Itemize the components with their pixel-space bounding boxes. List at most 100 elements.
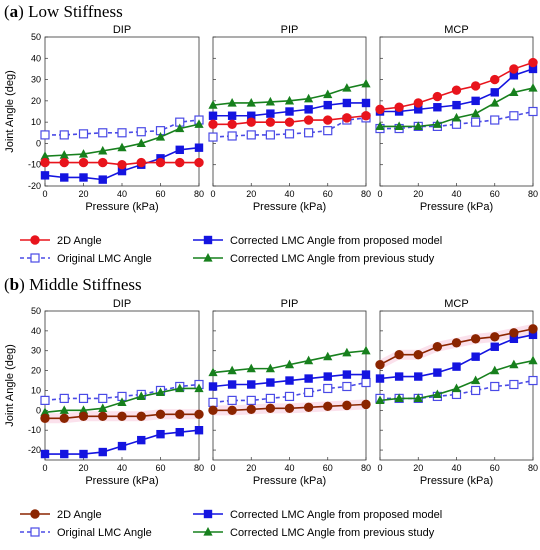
data-point: [194, 409, 204, 420]
data-point: [98, 411, 108, 421]
data-point: [194, 157, 204, 168]
series-line: [380, 379, 534, 400]
data-point: [227, 380, 237, 389]
data-point: [265, 403, 276, 414]
x-tick-label: 80: [194, 463, 204, 473]
x-tick-label: 60: [490, 189, 500, 199]
x-tick-label: 0: [210, 463, 215, 473]
data-point: [471, 385, 481, 396]
data-point: [433, 368, 442, 377]
legend-label: 2D Angle: [57, 509, 102, 521]
data-point: [471, 352, 480, 361]
data-point: [509, 379, 519, 390]
data-point: [265, 130, 275, 140]
data-point: [490, 332, 500, 342]
data-point: [227, 405, 237, 416]
data-point: [246, 363, 256, 373]
data-point: [265, 363, 275, 373]
data-point: [98, 403, 108, 412]
x-axis-label: Pressure (kPa): [85, 475, 158, 487]
data-point: [40, 157, 50, 168]
series-corrected-lmc-angle-from-proposed-model: [375, 330, 538, 383]
x-tick-label: 40: [117, 463, 127, 473]
y-tick-label: -20: [28, 181, 41, 191]
data-point: [471, 117, 481, 127]
data-point: [361, 377, 371, 388]
data-point: [136, 138, 146, 148]
data-point: [78, 129, 89, 139]
x-axis-label: Pressure (kPa): [420, 201, 493, 213]
data-point: [414, 105, 423, 114]
data-point: [413, 121, 423, 130]
x-tick-label: 60: [490, 463, 500, 473]
panel-title: MCP: [444, 298, 468, 310]
data-point: [78, 411, 89, 421]
data-point: [413, 393, 423, 403]
data-point: [59, 393, 69, 404]
chart-a-dip: DIP -20 -10 0 10 20 30 40 50 0 20 40 60 80 Pressure (k…: [4, 21, 204, 213]
data-point: [246, 97, 256, 107]
data-point: [227, 395, 237, 405]
data-point: [490, 115, 500, 125]
series-corrected-lmc-angle-from-previous-study: [375, 355, 538, 404]
data-point: [414, 372, 423, 381]
x-tick-label: 20: [246, 189, 256, 199]
data-point: [394, 393, 404, 403]
data-point: [323, 126, 333, 136]
data-point: [413, 98, 423, 108]
data-point: [304, 387, 314, 398]
data-point: [266, 109, 275, 118]
data-point: [509, 334, 519, 344]
legend-marker: [30, 253, 40, 263]
x-tick-label: 0: [377, 189, 382, 199]
y-axis-label: Joint Angle (deg): [4, 344, 16, 427]
data-point: [361, 98, 371, 108]
data-point: [342, 347, 352, 357]
y-tick-label: -10: [28, 160, 41, 170]
data-point: [59, 150, 69, 159]
x-tick-label: 40: [284, 463, 294, 473]
data-point: [117, 411, 127, 421]
legend-item-corrected-lmc-angle-from-proposed-model: Corrected LMC Angle from proposed model: [193, 509, 442, 521]
data-point: [194, 426, 204, 435]
chart-a-mcp: MCP 0 20 40 60 80 Pressure (kPa): [375, 21, 538, 213]
legend-b: 2D Angle Corrected LMC Angle from propose…: [20, 509, 442, 539]
data-point: [509, 359, 519, 369]
data-point: [117, 160, 127, 170]
legend-label: Original LMC Angle: [57, 527, 152, 539]
legend-item-original-lmc-angle: Original LMC Angle: [20, 253, 152, 265]
chart-b-mcp: MCP 0 20 40 60 80 Pressure (kPa): [375, 295, 538, 487]
data-point: [175, 145, 184, 155]
data-point: [208, 132, 218, 142]
series-2d-angle: [40, 409, 204, 423]
series-corrected-lmc-angle-from-previous-study: [208, 345, 371, 377]
data-point: [175, 123, 185, 133]
data-point: [175, 409, 185, 420]
data-point: [59, 157, 69, 168]
data-point: [284, 129, 295, 139]
data-point: [303, 115, 314, 125]
panel-title: PIP: [281, 298, 299, 310]
data-point: [323, 383, 333, 394]
plot-frame: [44, 310, 200, 461]
x-axis-label: Pressure (kPa): [253, 475, 326, 487]
y-tick-label: 0: [36, 138, 41, 148]
data-point: [246, 395, 256, 405]
data-point: [394, 121, 404, 130]
legend-item-corrected-lmc-angle-from-previous-study: Corrected LMC Angle from previous study: [193, 253, 435, 265]
chart-a-pip: PIP 0 20 40 60 80 Pressure (kPa): [208, 21, 371, 213]
data-point: [490, 97, 500, 107]
data-point: [155, 157, 166, 168]
panel-header: [45, 295, 199, 311]
data-point: [304, 374, 313, 383]
data-point: [433, 103, 442, 112]
data-point: [246, 117, 256, 127]
data-point: [155, 132, 166, 141]
legend-marker: [203, 509, 213, 519]
data-point: [471, 375, 481, 385]
data-point: [509, 64, 519, 74]
series-line: [212, 381, 367, 404]
series-original-lmc-angle: [208, 377, 371, 407]
data-point: [247, 380, 256, 389]
data-point: [342, 83, 352, 92]
